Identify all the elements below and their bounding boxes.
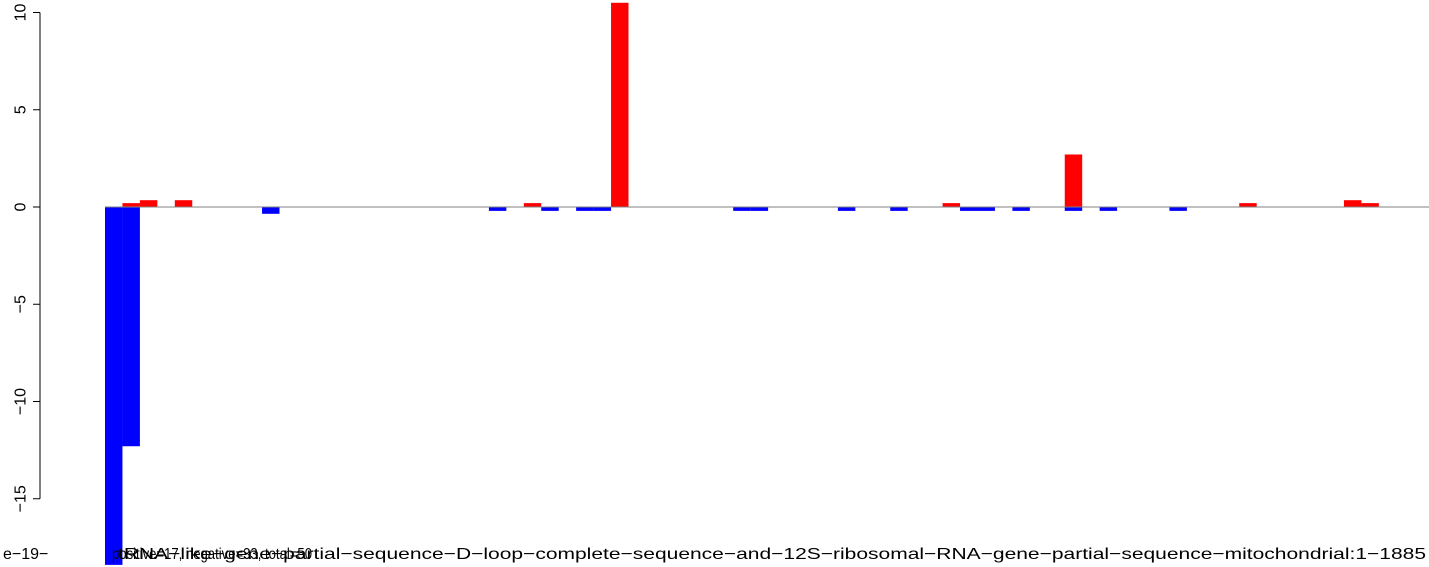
bar-16: [942, 203, 961, 207]
bar-26: [1361, 203, 1379, 207]
x-axis-labels: e−19− positive=17, negative=33, total=50t…: [3, 546, 1426, 563]
y-tick-label-0: −15: [13, 485, 30, 512]
bar-11: [611, 2, 629, 208]
y-tick-label-5: 10: [13, 4, 30, 22]
bar-17: [960, 207, 978, 211]
x-label-2: tRNA−like−gene−partial−sequence−D−loop−c…: [118, 546, 1426, 563]
bar-6: [488, 207, 507, 211]
y-tick-label-4: 5: [13, 105, 30, 114]
bar-4: [174, 200, 193, 207]
bar-5: [262, 207, 280, 214]
bar-25: [1343, 200, 1362, 207]
bar-7: [523, 203, 542, 207]
x-label-1: positive=17, negative=33, total=50: [112, 546, 312, 563]
bar-21: [1064, 207, 1083, 211]
bar-20: [1064, 154, 1083, 207]
bar-10: [593, 207, 612, 211]
x-label-0: e−19−: [3, 546, 48, 563]
bar-9: [576, 207, 594, 211]
y-tick-label-2: −5: [13, 295, 30, 313]
bar-18: [977, 207, 995, 211]
bar-23: [1169, 207, 1187, 211]
bar-14: [837, 207, 856, 211]
y-tick-label-3: 0: [13, 202, 30, 211]
bar-15: [890, 207, 908, 211]
y-axis: −15 −10 −5 0 5 10: [13, 4, 41, 512]
bar-2: [122, 203, 140, 207]
bar-19: [1012, 207, 1030, 211]
bar-3: [139, 200, 158, 207]
bar-8: [541, 207, 559, 211]
bar-24: [1239, 203, 1257, 207]
bar-1: [122, 207, 140, 447]
bars-layer: [105, 2, 1379, 565]
y-tick-label-1: −10: [13, 388, 30, 415]
bar-12: [733, 207, 751, 211]
bar-22: [1099, 207, 1118, 211]
bar-13: [750, 207, 769, 211]
bar-0: [105, 207, 123, 565]
